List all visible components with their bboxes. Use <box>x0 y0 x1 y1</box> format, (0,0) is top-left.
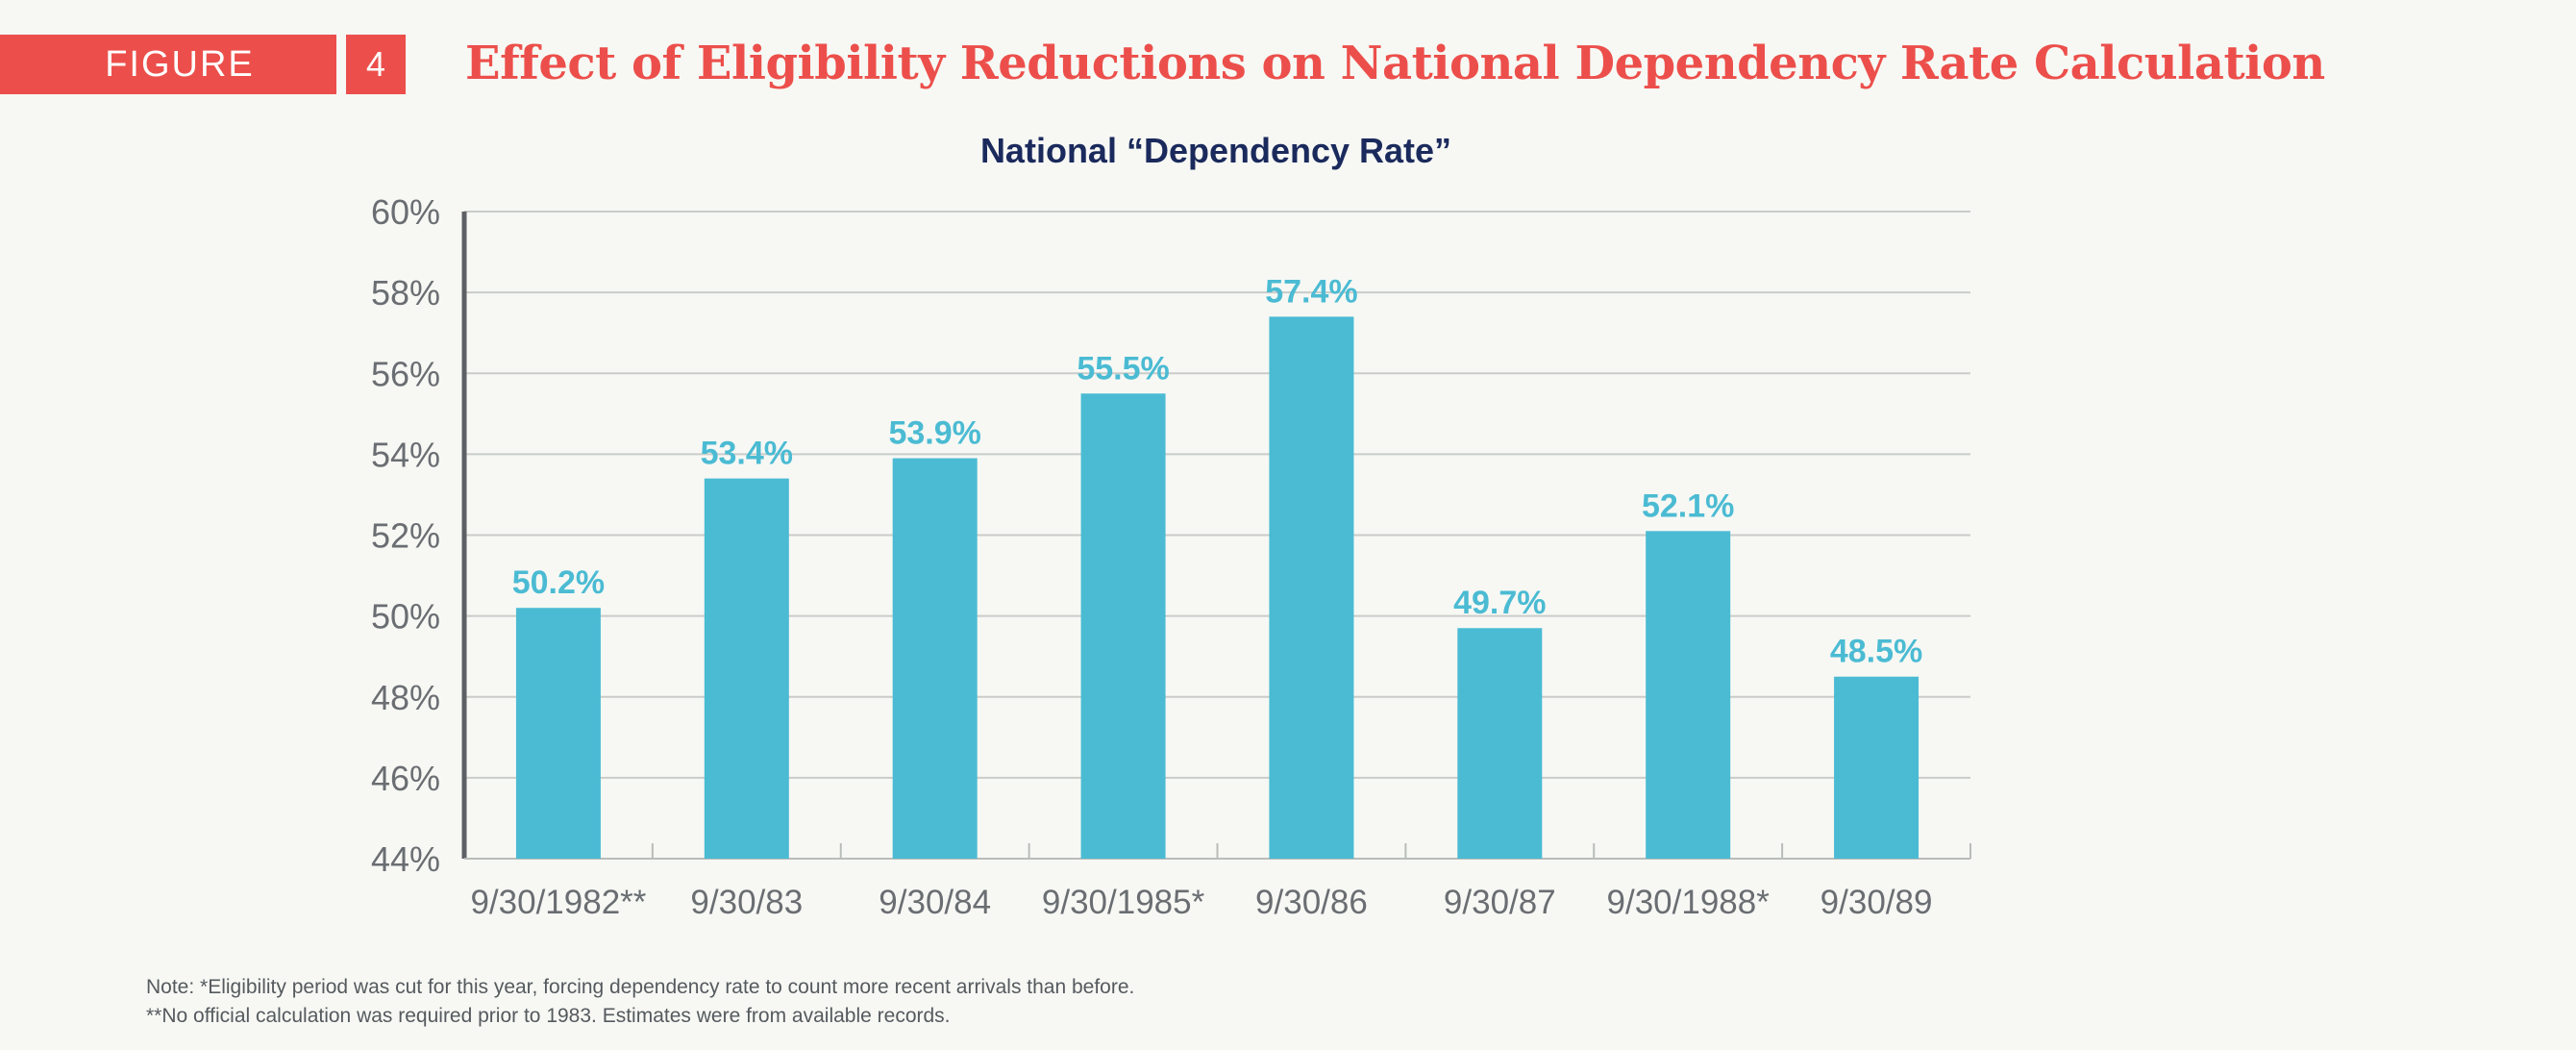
y-tick-label: 52% <box>371 516 440 556</box>
y-tick-label: 54% <box>371 435 440 474</box>
chart-title: National “Dependency Rate” <box>979 131 1452 170</box>
y-tick-label: 46% <box>371 759 440 798</box>
x-tick-label: 9/30/84 <box>879 884 991 921</box>
bar <box>1834 676 1920 859</box>
bar-value-label: 48.5% <box>1830 634 1922 670</box>
bar <box>892 458 978 859</box>
bar-value-label: 53.4% <box>701 436 793 472</box>
chart-notes: Note: *Eligibility period was cut for th… <box>146 973 1134 1031</box>
bar-value-label: 50.2% <box>512 564 605 601</box>
bar <box>515 608 601 859</box>
bar <box>704 478 789 859</box>
bar <box>1646 531 1731 859</box>
bar-value-label: 55.5% <box>1077 350 1169 387</box>
x-tick-label: 9/30/86 <box>1255 884 1368 921</box>
x-tick-label: 9/30/1988* <box>1607 884 1771 921</box>
x-tick-label: 9/30/89 <box>1821 884 1933 921</box>
figure-title: Effect of Eligibility Reductions on Nati… <box>465 37 2325 90</box>
figure-label: FIGURE <box>105 43 255 85</box>
x-tick-label: 9/30/1985* <box>1042 884 1205 921</box>
x-tick-label: 9/30/1982** <box>470 884 646 921</box>
y-tick-label: 56% <box>371 354 440 393</box>
bar-value-label: 53.9% <box>888 415 980 452</box>
y-tick-label: 48% <box>371 678 440 717</box>
figure-number-badge: 4 <box>346 35 406 94</box>
x-tick-label: 9/30/83 <box>690 884 803 921</box>
bar-value-label: 57.4% <box>1265 273 1357 310</box>
bar-value-label: 52.1% <box>1642 488 1734 524</box>
bar-chart: 44% 46% 48% 50% 52% 54% 56% 58% 60% 50.2% 9/30/198… <box>371 192 1971 921</box>
y-tick-label: 60% <box>371 192 440 232</box>
note-line-2: **No official calculation was required p… <box>146 1005 951 1027</box>
bar <box>1269 316 1354 859</box>
bar <box>1457 628 1543 859</box>
bar-value-label: 49.7% <box>1453 585 1546 621</box>
y-tick-label: 44% <box>371 839 440 879</box>
figure-number: 4 <box>365 44 386 84</box>
figure-label-badge: FIGURE <box>0 35 336 94</box>
x-tick-label: 9/30/87 <box>1444 884 1556 921</box>
note-line-1: Note: *Eligibility period was cut for th… <box>146 976 1135 998</box>
y-tick-label: 58% <box>371 273 440 312</box>
bar <box>1080 393 1166 859</box>
y-tick-label: 50% <box>371 597 440 637</box>
